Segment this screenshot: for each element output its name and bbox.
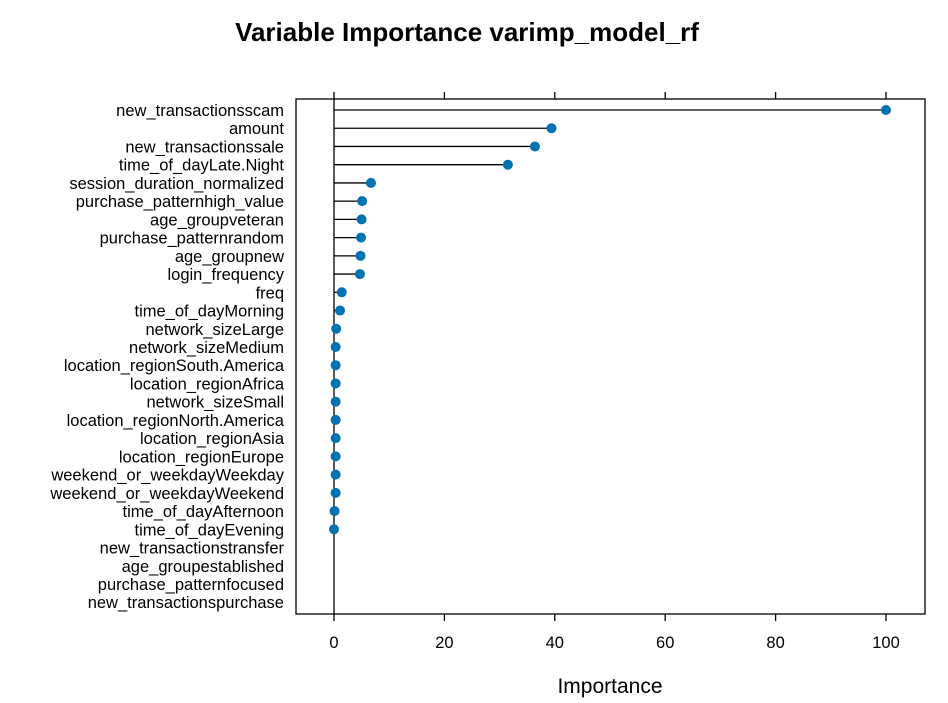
importance-point — [330, 487, 341, 498]
x-axis-title: Importance — [557, 675, 662, 698]
y-category-label: time_of_dayMorning — [135, 303, 285, 321]
importance-point — [356, 232, 367, 243]
chart-title: Variable Importance varimp_model_rf — [235, 17, 699, 47]
importance-point — [354, 269, 365, 280]
importance-point — [330, 341, 341, 352]
importance-point — [331, 323, 342, 334]
y-category-label: location_regionEurope — [119, 448, 284, 466]
x-tick-label: 60 — [656, 634, 674, 652]
importance-point — [336, 287, 347, 298]
x-tick-label: 80 — [766, 634, 784, 652]
y-category-label: age_groupveteran — [150, 211, 284, 229]
y-category-label: location_regionSouth.America — [64, 357, 285, 375]
y-category-label: new_transactionsscam — [116, 102, 284, 120]
importance-point — [329, 524, 339, 535]
y-category-label: amount — [229, 120, 284, 138]
importance-point — [529, 141, 540, 152]
importance-stems — [334, 109, 886, 512]
y-category-label: purchase_patternhigh_value — [76, 193, 284, 211]
x-axis-top-ticks — [333, 92, 887, 99]
y-axis-labels: new_transactionsscamamountnew_transactio… — [49, 102, 284, 612]
importance-point — [357, 196, 368, 207]
y-category-label: weekend_or_weekdayWeekend — [49, 485, 284, 503]
y-category-label: purchase_patternrandom — [100, 230, 284, 248]
y-category-label: time_of_dayEvening — [134, 521, 284, 539]
y-category-label: network_sizeLarge — [146, 321, 285, 339]
importance-point — [330, 360, 341, 371]
y-category-label: purchase_patternfocused — [98, 576, 284, 594]
x-tick-label: 100 — [872, 634, 900, 652]
x-axis-bottom-ticks: 0 20 40 60 80 100 — [329, 614, 900, 652]
y-category-label: time_of_dayAfternoon — [123, 503, 284, 521]
y-category-label: freq — [256, 284, 284, 302]
importance-point — [330, 433, 341, 444]
y-category-label: login_frequency — [168, 266, 285, 284]
importance-point — [330, 451, 341, 462]
y-category-label: new_transactionstransfer — [100, 540, 285, 558]
importance-point — [502, 159, 513, 170]
x-tick-label: 0 — [329, 634, 338, 652]
y-category-label: age_groupnew — [175, 248, 284, 266]
y-category-label: session_duration_normalized — [69, 175, 284, 193]
importance-point — [365, 177, 376, 188]
importance-point — [330, 469, 341, 480]
importance-point — [356, 214, 367, 225]
importance-point — [329, 506, 340, 517]
importance-point — [546, 123, 557, 134]
y-category-label: location_regionAfrica — [130, 375, 285, 393]
importance-points — [329, 105, 891, 535]
y-category-label: location_regionNorth.America — [67, 412, 285, 430]
y-category-label: age_groupestablished — [122, 558, 284, 576]
importance-point — [330, 414, 341, 425]
y-category-label: weekend_or_weekdayWeekday — [50, 467, 284, 485]
y-category-label: network_sizeSmall — [146, 394, 284, 412]
importance-point — [330, 396, 341, 407]
x-tick-label: 20 — [435, 634, 453, 652]
y-category-label: new_transactionssale — [125, 138, 284, 156]
importance-point — [330, 378, 341, 389]
importance-point — [335, 305, 346, 316]
x-tick-label: 40 — [546, 634, 564, 652]
importance-point — [881, 105, 891, 115]
y-category-label: location_regionAsia — [140, 430, 285, 448]
y-category-label: network_sizeMedium — [129, 339, 284, 357]
y-category-label: time_of_dayLate.Night — [119, 157, 285, 175]
plot-frame — [295, 98, 926, 615]
importance-point — [355, 250, 366, 261]
y-category-label: new_transactionspurchase — [88, 594, 284, 612]
